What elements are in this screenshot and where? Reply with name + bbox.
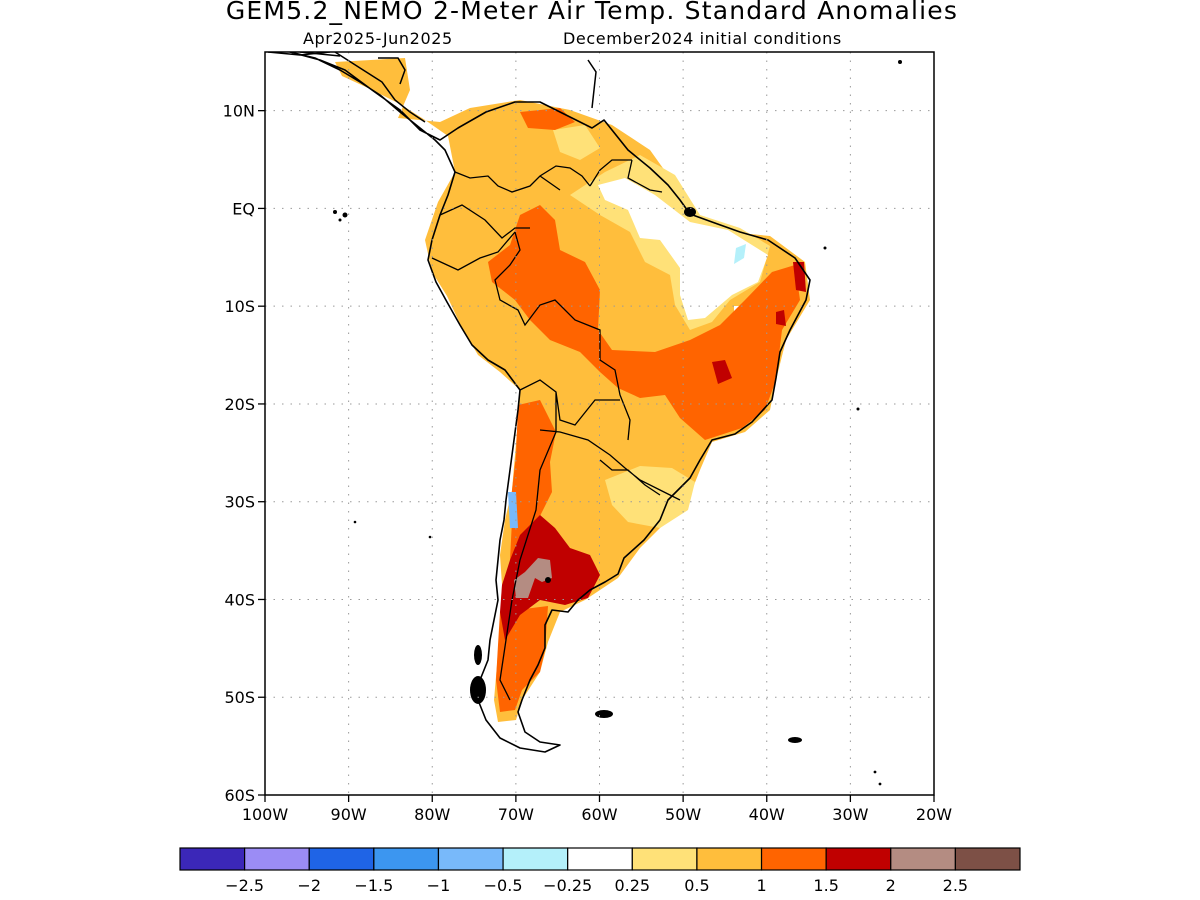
lon-tick-label: 90W <box>331 805 367 824</box>
colorbar-label: −0.25 <box>543 876 592 895</box>
colorbar-swatch <box>179 847 246 871</box>
islands <box>333 60 902 786</box>
colorbar-swatch <box>502 847 569 871</box>
lat-tick-label: 60S <box>224 786 255 805</box>
country-borders <box>431 159 681 701</box>
colorbar-label: 1.5 <box>813 876 838 895</box>
anomaly-region-0.25-0.5-caribbean <box>553 125 600 160</box>
colorbar-label: 0.25 <box>614 876 650 895</box>
lon-tick-label: 80W <box>414 805 450 824</box>
lon-tick-label: 30W <box>832 805 868 824</box>
colorbar-label: −2.5 <box>225 876 264 895</box>
colorbar-swatch <box>954 847 1021 871</box>
gridlines <box>265 52 934 795</box>
anomaly-region-neg-0.5-neg-0.25 <box>734 244 746 264</box>
initial-conditions: December2024 initial conditions <box>563 29 842 48</box>
lat-tick-label: 10N <box>223 102 255 121</box>
lat-tick-label: EQ <box>232 199 255 218</box>
lat-tick-label: 50S <box>224 688 255 707</box>
colorbar-label: 2 <box>886 876 896 895</box>
colorbar-swatch <box>244 847 310 871</box>
lon-tick-label: 50W <box>665 805 701 824</box>
south-america-coastline <box>289 52 811 753</box>
lon-tick-label: 70W <box>498 805 534 824</box>
lat-tick-label: 20S <box>224 395 255 414</box>
anomaly-region-0.25-0.5-south <box>605 466 695 528</box>
lat-tick-label: 10S <box>224 297 255 316</box>
anomaly-field <box>267 52 902 786</box>
map-title: GEM5.2_NEMO 2-Meter Air Temp. Standard A… <box>225 0 959 25</box>
colorbar-swatch <box>825 847 892 871</box>
colorbar-swatch <box>760 847 827 871</box>
colorbar-label: −0.5 <box>484 876 523 895</box>
lon-tick-label: 40W <box>749 805 785 824</box>
colorbar-label: −2 <box>297 876 321 895</box>
colorbar-swatch <box>890 847 956 871</box>
anomaly-region-1.5-2-northeast-c <box>776 310 786 326</box>
lon-tick-label: 20W <box>916 805 952 824</box>
lat-tick-label: 40S <box>224 590 255 609</box>
forecast-period: Apr2025-Jun2025 <box>303 29 453 48</box>
colorbar-label: −1 <box>427 876 451 895</box>
colorbar-swatch <box>308 847 375 871</box>
anomaly-region-2-2.5 <box>514 558 552 598</box>
colorbar-label: 0.5 <box>684 876 709 895</box>
lat-tick-label: 30S <box>224 493 255 512</box>
anomaly-region-1-1.5-andes <box>510 400 556 575</box>
anomaly-region-neg-chile <box>508 492 518 528</box>
colorbar-label: 2.5 <box>943 876 968 895</box>
central-america-coastline <box>267 52 597 123</box>
colorbar-swatch <box>696 847 763 871</box>
colorbar-label: 1 <box>756 876 766 895</box>
lon-tick-label: 100W <box>242 805 289 824</box>
colorbar-swatch <box>373 847 440 871</box>
colorbar-swatch <box>567 847 633 871</box>
colorbar-swatch <box>437 847 504 871</box>
colorbar-label: −1.5 <box>354 876 393 895</box>
lon-tick-label: 60W <box>581 805 617 824</box>
colorbar: −2.5 −2 −1.5 −1 −0.5 −0.25 0.25 0.5 1 1.5 2 2.5 <box>179 847 1021 895</box>
colorbar-swatch <box>631 847 698 871</box>
anomaly-region-1.5-2-northeast-b <box>712 360 732 384</box>
